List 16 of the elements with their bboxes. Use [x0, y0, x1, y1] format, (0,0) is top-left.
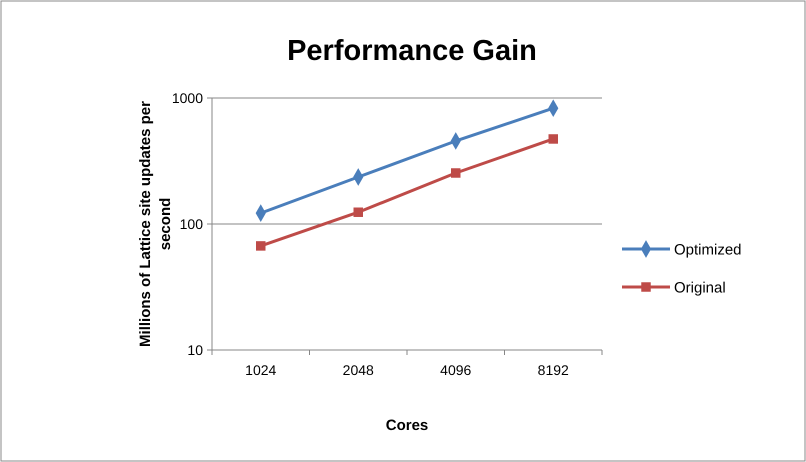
y-tick-label: 100 [180, 216, 204, 232]
point [451, 168, 460, 178]
x-axis-title: Cores [386, 417, 428, 434]
x-tick-label: 8192 [538, 362, 570, 378]
chart-title: Performance Gain [287, 35, 537, 67]
x-tick-label: 1024 [245, 362, 277, 378]
x-tick-label: 2048 [342, 362, 374, 378]
point [256, 241, 266, 251]
point [354, 207, 363, 217]
y-tick-label: 1000 [172, 90, 204, 106]
y-tick-label: 10 [187, 342, 204, 358]
y-axis-title: Millions of Lattice site updates per second [137, 100, 174, 347]
point [548, 134, 558, 144]
x-tick-label: 4096 [440, 362, 472, 378]
legend-label: Optimized [674, 241, 742, 258]
legend-label: Original [674, 279, 726, 296]
